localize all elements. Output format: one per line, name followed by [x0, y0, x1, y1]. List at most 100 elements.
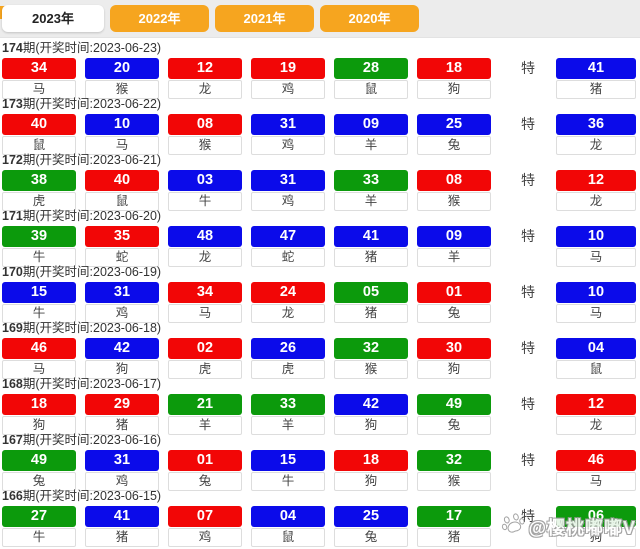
draw-result-section: 170期(开奖时间:2023-06-19) 15 牛 31 鸡 34 马 24 …	[2, 265, 640, 323]
number-cell: 42 狗	[85, 338, 159, 379]
ball-number: 41	[334, 226, 408, 247]
zodiac-label: 猴	[168, 136, 242, 155]
ball-number: 34	[2, 58, 76, 79]
zodiac-label: 鼠	[85, 192, 159, 211]
draw-result-section: 173期(开奖时间:2023-06-22) 40 鼠 10 马 08 猴 31 …	[2, 97, 640, 155]
numbers-row: 46 马 42 狗 02 虎 26 虎 32 猴 30 狗 特 04 鼠	[2, 338, 640, 379]
ball-number: 10	[556, 226, 636, 247]
ball-number: 25	[417, 114, 491, 135]
numbers-row: 18 狗 29 猪 21 羊 33 羊 42 狗 49 兔 特 12 龙	[2, 394, 640, 435]
period-number: 169	[2, 321, 23, 335]
number-cell: 35 蛇	[85, 226, 159, 267]
ball-number: 18	[334, 450, 408, 471]
ball-number: 25	[334, 506, 408, 527]
zodiac-label: 羊	[251, 416, 325, 435]
ball-number: 42	[334, 394, 408, 415]
draw-result-section: 169期(开奖时间:2023-06-18) 46 马 42 狗 02 虎 26 …	[2, 321, 640, 379]
zodiac-label: 猪	[334, 304, 408, 323]
zodiac-label: 鸡	[85, 304, 159, 323]
special-label: 特	[521, 60, 535, 76]
number-cell: 07 鸡	[168, 506, 242, 547]
ball-number: 40	[2, 114, 76, 135]
zodiac-label: 牛	[2, 248, 76, 267]
number-cell: 36 龙	[556, 114, 636, 155]
special-number-holder: 06 狗	[556, 506, 636, 547]
ball-number: 33	[251, 394, 325, 415]
period-number: 168	[2, 377, 23, 391]
number-cell: 31 鸡	[85, 450, 159, 491]
zodiac-label: 牛	[168, 192, 242, 211]
ball-number: 15	[251, 450, 325, 471]
ball-number: 12	[556, 394, 636, 415]
normal-numbers: 27 牛 41 猪 07 鸡 04 鼠 25 兔 17 猪	[2, 506, 500, 547]
number-cell: 19 鸡	[251, 58, 325, 99]
number-cell: 48 龙	[168, 226, 242, 267]
number-cell: 32 猴	[334, 338, 408, 379]
draw-time-label: 期(开奖时间:2023-06-21)	[22, 153, 162, 167]
zodiac-label: 鼠	[2, 136, 76, 155]
results-list: 174期(开奖时间:2023-06-23) 34 马 20 猴 12 龙 19 …	[0, 38, 640, 547]
ball-number: 12	[168, 58, 242, 79]
zodiac-label: 鸡	[251, 192, 325, 211]
number-cell: 41 猪	[334, 226, 408, 267]
number-cell: 39 牛	[2, 226, 76, 267]
draw-result-section: 174期(开奖时间:2023-06-23) 34 马 20 猴 12 龙 19 …	[2, 41, 640, 99]
special-number-holder: 12 龙	[556, 170, 636, 211]
zodiac-label: 狗	[334, 472, 408, 491]
zodiac-label: 马	[168, 304, 242, 323]
zodiac-label: 龙	[556, 192, 636, 211]
ball-number: 18	[2, 394, 76, 415]
tab-year-3[interactable]: 2020年	[320, 5, 419, 32]
tab-year-0[interactable]: 2023年	[2, 5, 104, 32]
numbers-row: 27 牛 41 猪 07 鸡 04 鼠 25 兔 17 猪 特 06 狗	[2, 506, 640, 547]
year-tabs: 2023年 2022年 2021年 2020年	[0, 5, 425, 32]
ball-number: 18	[417, 58, 491, 79]
number-cell: 20 猴	[85, 58, 159, 99]
number-cell: 46 马	[2, 338, 76, 379]
number-cell: 40 鼠	[2, 114, 76, 155]
period-number: 171	[2, 209, 23, 223]
zodiac-label: 兔	[417, 416, 491, 435]
zodiac-label: 鼠	[251, 528, 325, 547]
zodiac-label: 猴	[334, 360, 408, 379]
ball-number: 03	[168, 170, 242, 191]
number-cell: 03 牛	[168, 170, 242, 211]
ball-number: 33	[334, 170, 408, 191]
zodiac-label: 羊	[334, 192, 408, 211]
normal-numbers: 39 牛 35 蛇 48 龙 47 蛇 41 猪 09 羊	[2, 226, 500, 267]
zodiac-label: 羊	[334, 136, 408, 155]
normal-numbers: 46 马 42 狗 02 虎 26 虎 32 猴 30 狗	[2, 338, 500, 379]
number-cell: 38 虎	[2, 170, 76, 211]
draw-result-section: 168期(开奖时间:2023-06-17) 18 狗 29 猪 21 羊 33 …	[2, 377, 640, 435]
ball-number: 42	[85, 338, 159, 359]
number-cell: 09 羊	[417, 226, 491, 267]
special-label: 特	[521, 228, 535, 244]
zodiac-label: 猪	[85, 416, 159, 435]
draw-time-label: 期(开奖时间:2023-06-19)	[22, 265, 162, 279]
number-cell: 30 狗	[417, 338, 491, 379]
number-cell: 08 猴	[168, 114, 242, 155]
period-number: 167	[2, 433, 23, 447]
draw-result-section: 167期(开奖时间:2023-06-16) 49 兔 31 鸡 01 兔 15 …	[2, 433, 640, 491]
tab-year-1[interactable]: 2022年	[110, 5, 209, 32]
number-cell: 40 鼠	[85, 170, 159, 211]
zodiac-label: 狗	[556, 528, 636, 547]
ball-number: 01	[417, 282, 491, 303]
numbers-row: 15 牛 31 鸡 34 马 24 龙 05 猪 01 兔 特 10 马	[2, 282, 640, 323]
zodiac-label: 马	[85, 136, 159, 155]
zodiac-label: 蛇	[85, 248, 159, 267]
draw-time-label: 期(开奖时间:2023-06-18)	[22, 321, 162, 335]
ball-number: 38	[2, 170, 76, 191]
special-label: 特	[521, 284, 535, 300]
number-cell: 18 狗	[417, 58, 491, 99]
number-cell: 05 猪	[334, 282, 408, 323]
number-cell: 32 猴	[417, 450, 491, 491]
zodiac-label: 马	[2, 80, 76, 99]
draw-header: 168期(开奖时间:2023-06-17)	[2, 377, 640, 392]
tab-year-2[interactable]: 2021年	[215, 5, 314, 32]
zodiac-label: 狗	[334, 416, 408, 435]
ball-number: 34	[168, 282, 242, 303]
period-number: 172	[2, 153, 23, 167]
ball-number: 04	[556, 338, 636, 359]
number-cell: 12 龙	[556, 394, 636, 435]
